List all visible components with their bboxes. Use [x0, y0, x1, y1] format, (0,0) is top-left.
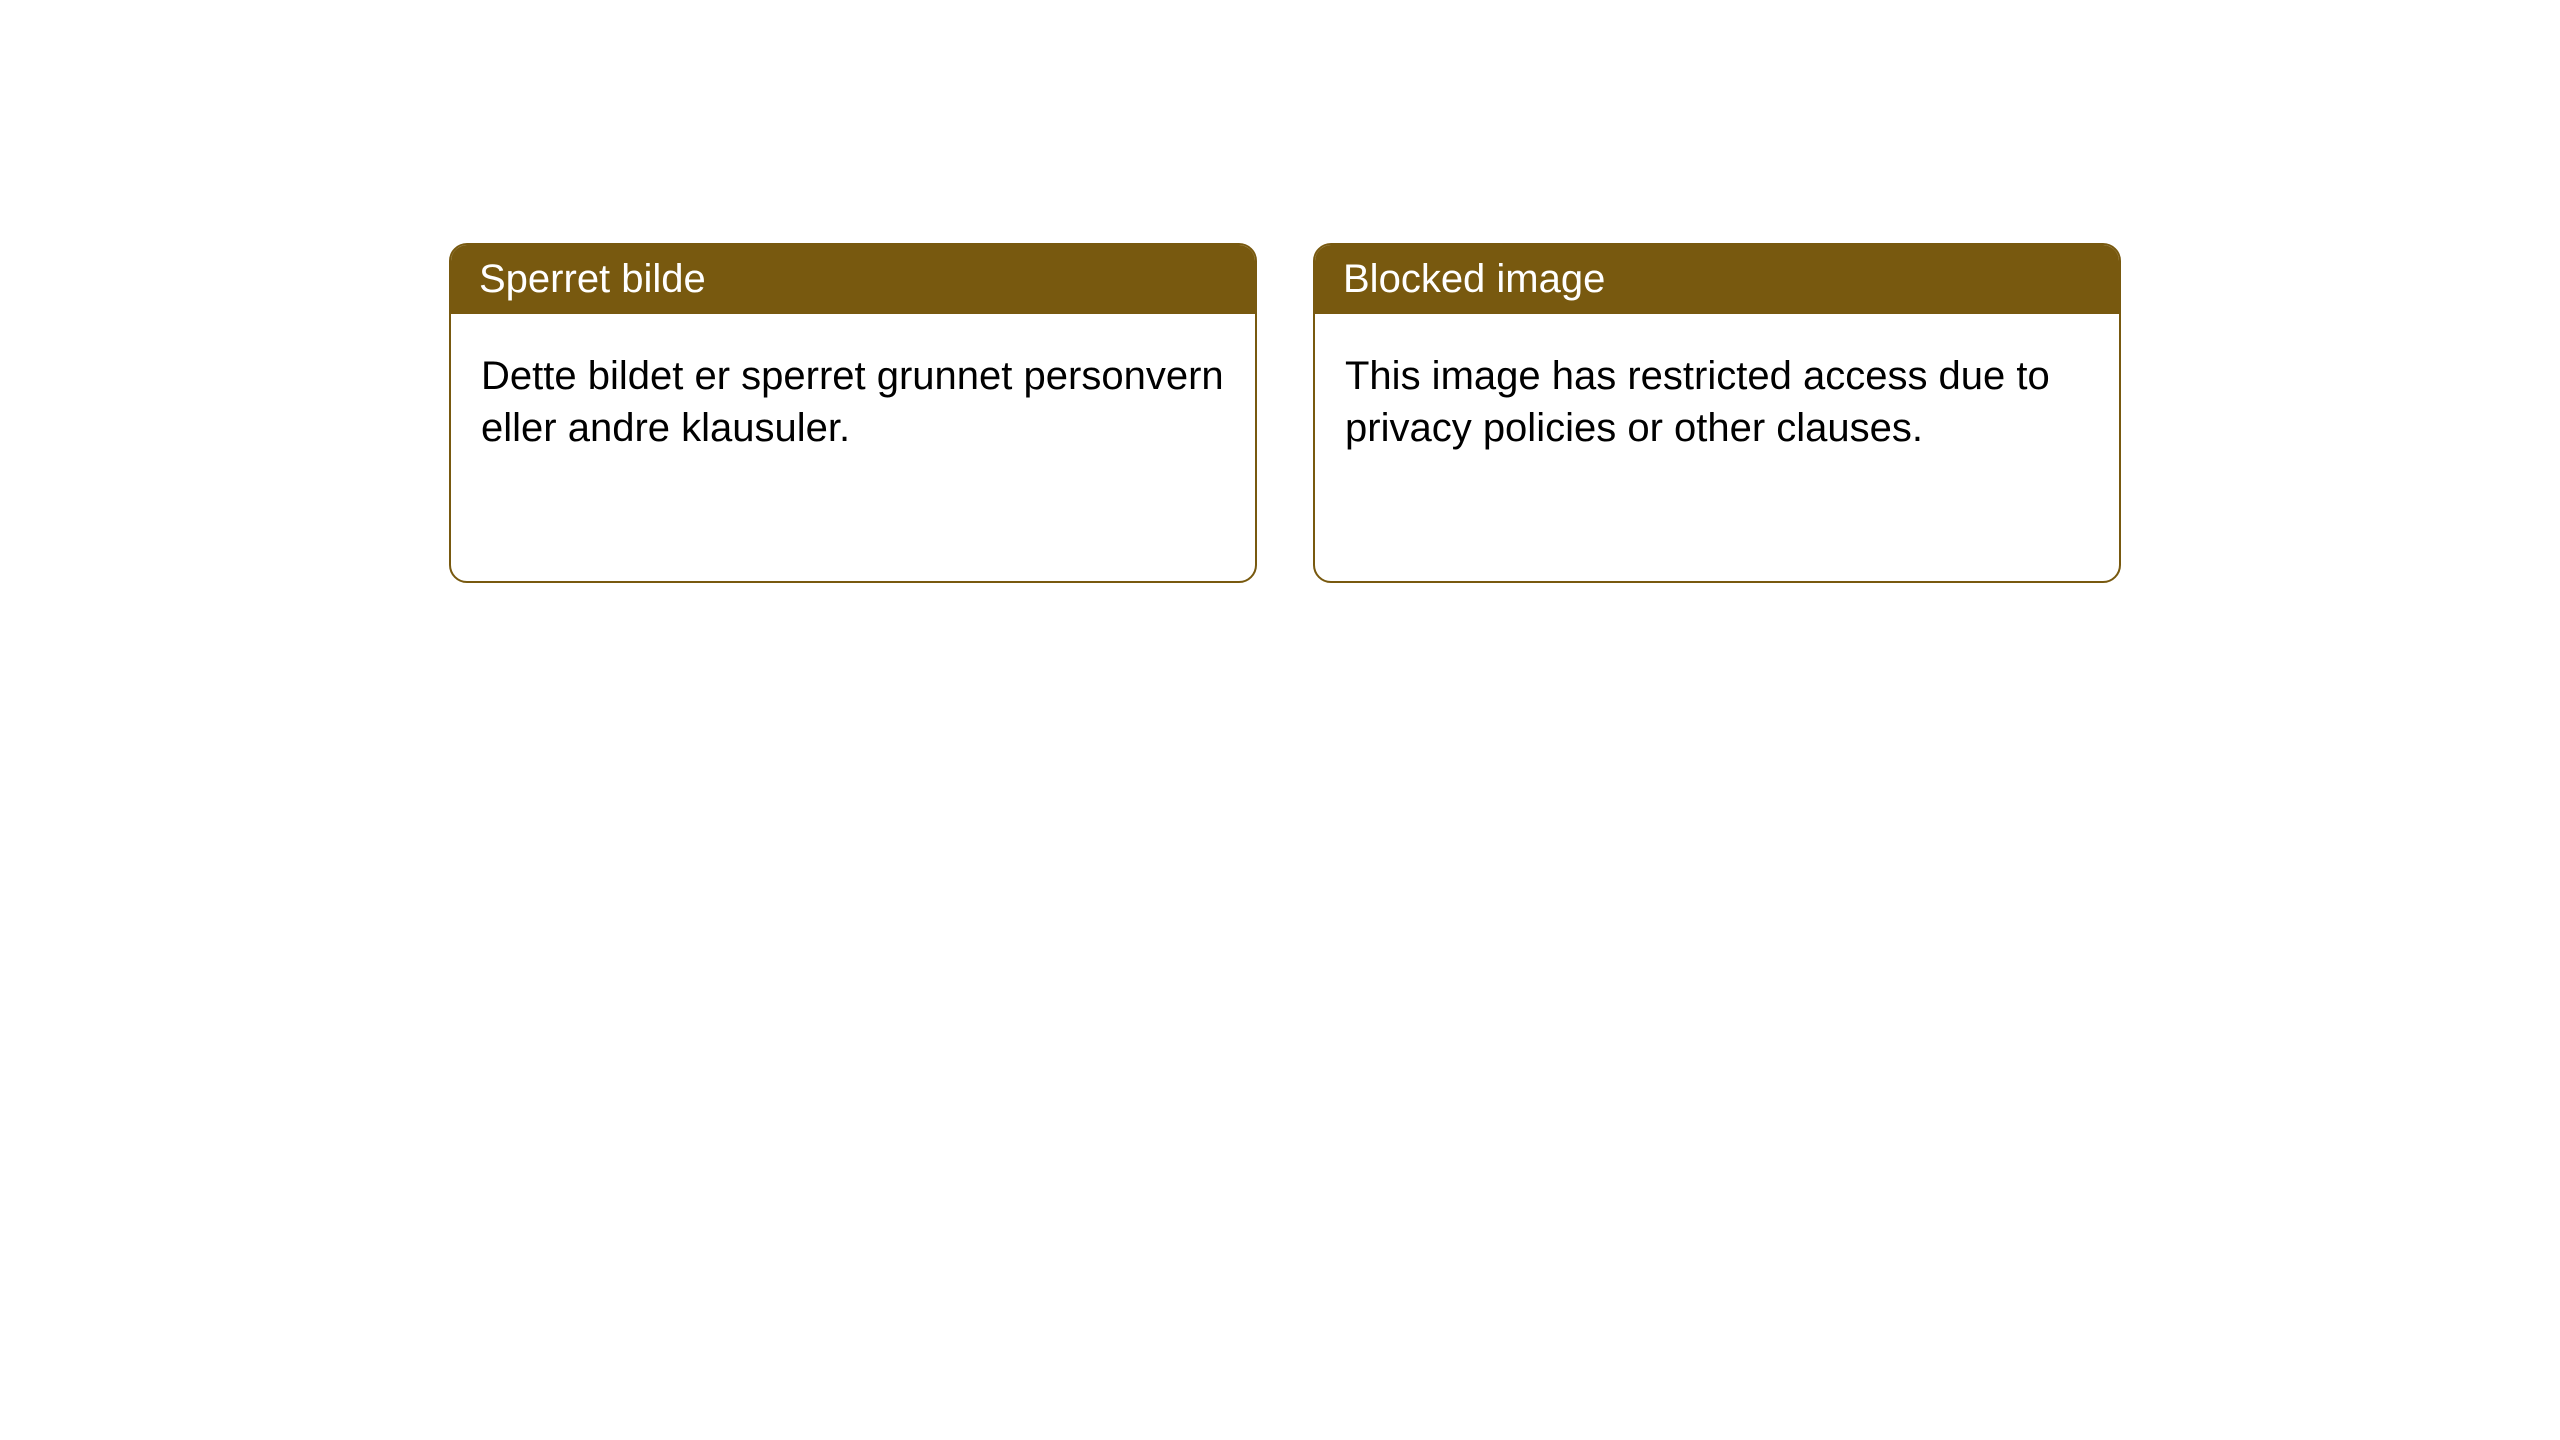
- notice-title: Blocked image: [1343, 257, 1605, 301]
- notice-header: Sperret bilde: [451, 245, 1255, 314]
- notice-header: Blocked image: [1315, 245, 2119, 314]
- notice-body: This image has restricted access due to …: [1315, 314, 2119, 490]
- notice-text: This image has restricted access due to …: [1345, 354, 2050, 450]
- notice-container: Sperret bilde Dette bildet er sperret gr…: [0, 0, 2560, 583]
- notice-box-english: Blocked image This image has restricted …: [1313, 243, 2121, 583]
- notice-box-norwegian: Sperret bilde Dette bildet er sperret gr…: [449, 243, 1257, 583]
- notice-title: Sperret bilde: [479, 257, 706, 301]
- notice-body: Dette bildet er sperret grunnet personve…: [451, 314, 1255, 490]
- notice-text: Dette bildet er sperret grunnet personve…: [481, 354, 1224, 450]
